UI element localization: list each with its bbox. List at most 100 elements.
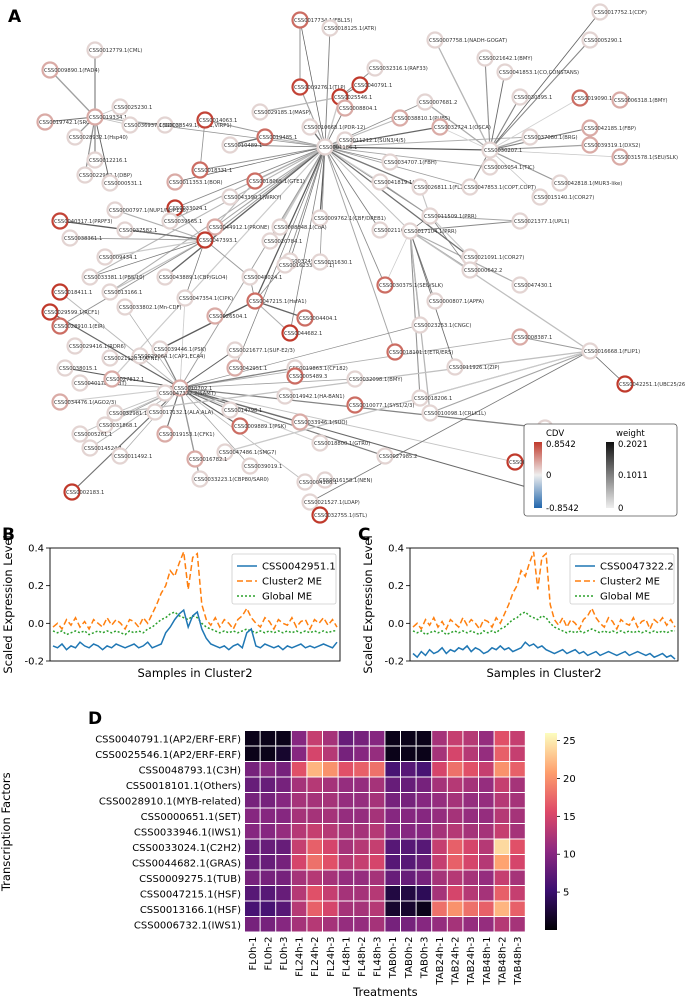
network-edge <box>324 146 411 232</box>
network-node-label: CSS0019153.1(CFK1) <box>159 432 215 438</box>
network-node-circle <box>426 292 444 310</box>
heatmap-cell <box>385 731 400 746</box>
network-node-circle <box>96 248 114 266</box>
network-node-label: CSS0047393.1 <box>199 238 237 244</box>
network-node-circle <box>476 49 494 67</box>
network-node: CSS0009434.1 <box>96 248 137 266</box>
network-node-label: CSS0012216.1 <box>89 158 127 164</box>
network-node-circle <box>281 324 299 342</box>
heatmap-cell <box>463 793 478 808</box>
network-node-circle <box>226 341 244 359</box>
heatmap-cell <box>385 793 400 808</box>
network-node-circle <box>291 11 309 29</box>
network-node-label: CSS0044912.1(PRONE) <box>209 225 269 231</box>
network-node: CSS0029185.1(MASP) <box>251 103 311 121</box>
network-node-label: CSS0041853.1(CO,CONSTANS) <box>499 70 579 76</box>
network-node: CSS0041853.1(CO,CONSTANS) <box>496 63 579 81</box>
heatmap-cell <box>291 901 307 916</box>
heatmap-cell <box>354 731 369 746</box>
network-nodes: CSS0017752.1(CDF) CSS0017734.1(FBL15) CSS0… <box>36 3 685 524</box>
heatmap-cell <box>276 870 291 885</box>
network-node: CSS0032755.1(ISTL) <box>311 506 367 524</box>
heatmap-cell <box>245 917 260 932</box>
network-edge <box>299 86 326 148</box>
network-edge <box>519 336 591 352</box>
heatmap-cell <box>354 762 369 777</box>
network-node: CSS0015140.1(COR27) <box>531 188 594 206</box>
network-node-circle <box>221 401 239 419</box>
heatmap-cell <box>323 824 338 839</box>
network-edge <box>179 349 236 389</box>
network-edge <box>204 239 251 278</box>
heatmap-cell <box>245 793 260 808</box>
network-edge <box>179 387 386 457</box>
heatmap-cell <box>354 917 369 932</box>
heatmap-cell <box>479 901 494 916</box>
network-node: CSS0029064.1(CAP1,ECA4) <box>131 347 205 365</box>
network-node-label: CSS0008848.1(CoA) <box>274 225 327 231</box>
network-node: CSS0018065.1(GTE1) <box>246 172 305 190</box>
network-node-label: CSS0043889.1(CBP/GLO4) <box>159 275 227 281</box>
heatmap-cell <box>291 731 307 746</box>
network-node: CSS0028932.1(Hsp40) <box>66 128 128 146</box>
heatmap-cell <box>245 731 260 746</box>
legend-weight-title: weight <box>616 429 645 439</box>
network-edge <box>179 387 241 427</box>
heatmap-col-label: TAB48h-1 <box>482 937 493 986</box>
heatmap-cell <box>307 793 322 808</box>
heatmap-cell <box>447 793 463 808</box>
network-node: CSS0032316.1(RAF33) <box>366 59 428 77</box>
heatmap-cell <box>463 901 478 916</box>
network-node: CSS0009889.1(PSK) <box>231 417 286 435</box>
network-node-label: CSS0042818.1(MUR3-like) <box>554 181 622 187</box>
network-node: CSS0038549.1(GTE1,VIRP1) <box>156 116 232 134</box>
heatmap-cell <box>369 793 385 808</box>
network-node-label: CSS0010077.1(SYS1/2/3) <box>349 403 414 409</box>
network-node: CSS0019090.1(LDAP) <box>571 89 630 107</box>
network-node-label: CSS0034476.1(AGO2/3) <box>54 400 116 406</box>
heatmap-cell <box>291 824 307 839</box>
network-node: CSS0042251.1(UBC25/26) <box>616 375 685 393</box>
network-node-label: CSS0029064.1(CAP1,ECA4) <box>134 354 205 360</box>
heatmap-cell <box>276 731 291 746</box>
network-node: CSS0008848.1(CoA) <box>271 218 327 236</box>
network-node: CSS0021120.1(ATNL) <box>101 349 159 367</box>
y-tick-label: 0.2 <box>28 581 44 592</box>
network-node-circle <box>401 222 419 240</box>
y-tick-label: 0.0 <box>28 619 44 630</box>
network-node-label: CSS0041819.1(ADF) <box>374 180 427 186</box>
heatmap-cell <box>385 855 400 870</box>
network-node-label: CSS0047430.1 <box>514 283 552 289</box>
heatmap-cell <box>416 886 432 901</box>
network-node-label: CSS0032497.1 <box>284 259 322 265</box>
heatmap-cell <box>447 808 463 823</box>
colorbar-tick-label: 20 <box>563 774 576 785</box>
heatmap-cell <box>323 870 338 885</box>
heatmap-row-label: CSS0000651.1(SET) <box>141 812 241 823</box>
network-node: CSS0025546.1 <box>331 88 372 106</box>
heatmap-cell <box>369 762 385 777</box>
network-node: CSS0016668.1(FLIP1) <box>581 342 640 360</box>
heatmap-cell <box>416 762 432 777</box>
network-node-label: CSS0028910.1(EIR) <box>54 324 105 330</box>
heatmap-col-label: FL24h-3 <box>326 937 337 977</box>
network-edge <box>489 11 601 151</box>
network-node-label: CSS0027812.1 <box>106 377 144 383</box>
heatmap-cell <box>338 855 354 870</box>
legend-cdv-mid: 0 <box>546 471 551 481</box>
network-node-circle <box>146 403 164 421</box>
network-node-label: CSS0011926.1(ZIP) <box>449 365 500 371</box>
heatmap-cell <box>463 824 478 839</box>
network-node-circle <box>176 289 194 307</box>
network-node: CSS0037080.1(BRG) <box>521 128 578 146</box>
network-node-label: CSS0011492.1 <box>114 454 152 460</box>
heatmap-cell <box>338 793 354 808</box>
network-node-circle <box>421 207 439 225</box>
network-node-label: CSS0018206.1 <box>414 396 452 402</box>
heatmap-cell <box>432 793 447 808</box>
heatmap-cell <box>479 870 494 885</box>
network-node-label: CSS0006318.1(BMY) <box>614 98 668 104</box>
network-edge <box>409 230 591 352</box>
network-edge <box>324 146 386 286</box>
colorbar-tick-label: 5 <box>563 888 569 899</box>
